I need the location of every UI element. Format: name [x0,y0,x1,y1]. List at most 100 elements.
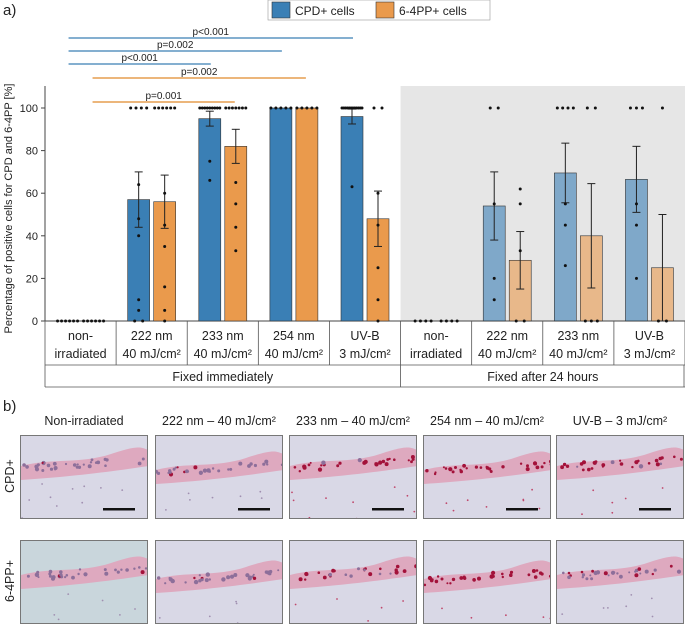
cell-nucleus [658,456,663,461]
cell-nucleus [114,568,117,572]
cell-nucleus [459,468,462,472]
data-point [518,249,522,253]
data-point [518,187,522,191]
cell-nucleus [581,573,586,577]
dermis-cell [208,615,211,618]
dermis-cell [561,613,564,615]
cell-nucleus [51,576,55,581]
data-point [634,223,638,227]
cell-nucleus [357,567,360,571]
dermis-cell [41,483,43,485]
cell-nucleus [526,464,529,468]
cell-nucleus [379,567,382,571]
micrograph-image [289,540,417,624]
cell-nucleus [156,469,158,474]
cell-nucleus [198,579,202,583]
data-point [583,319,587,323]
epidermis-layer [290,447,416,480]
cell-nucleus [591,569,594,573]
bar-cpd-3 [269,107,293,322]
cell-nucleus [639,572,642,575]
bar-cpd-2 [198,118,222,322]
cell-nucleus [137,461,142,466]
data-point [634,202,638,206]
cell-nucleus [321,460,326,465]
cell-nucleus [501,572,504,576]
y-tick-label: 80 [26,146,38,158]
significance-label: p=0.002 [157,40,194,51]
epidermis-layer [156,451,282,484]
cell-nucleus [363,568,366,572]
data-point [595,319,599,323]
dermis-cell [413,510,416,513]
data-point [224,106,228,110]
dermis-cell [505,614,507,617]
cell-nucleus [549,463,550,466]
scale-bar [238,508,270,511]
cell-nucleus [52,461,57,466]
cell-nucleus [208,470,211,473]
cell-nucleus [538,571,543,575]
dermis-cell [292,499,295,502]
legend-swatch [375,1,395,19]
category-label-line1: 254 nm [273,329,315,343]
cell-nucleus [567,571,571,575]
cell-nucleus [603,571,608,576]
bar-chart: 0 20 40 60 80 100 Percentage of positive cells… [3,0,685,388]
dermis-cell [21,517,23,518]
cell-nucleus [77,572,80,576]
category-label-line2: irradiated [410,347,462,361]
cell-nucleus [509,570,514,574]
dermis-cell [158,617,161,619]
cell-nucleus [72,463,77,467]
cell-nucleus [676,569,682,574]
micrograph-image [423,435,551,519]
micrograph-image [155,435,283,519]
data-point [169,106,173,110]
cell-nucleus [198,574,201,577]
cell-nucleus [548,574,550,578]
dermis-cell [441,607,443,610]
data-point [72,319,76,323]
cell-nucleus [103,568,107,572]
cell-nucleus [226,575,231,580]
cell-nucleus [589,574,592,577]
dermis-cell [236,622,239,623]
scale-bar [372,508,404,511]
dermis-cell [625,605,628,608]
data-point [230,106,234,110]
dermis-cell [119,614,121,616]
data-point [640,106,644,110]
data-point [284,106,288,110]
data-point [129,106,133,110]
cell-nucleus [357,458,362,463]
dermis-cell [336,598,338,600]
category-label-line2: 40 mJ/cm² [122,347,180,361]
data-point [218,106,222,110]
cell-nucleus [501,575,504,579]
cell-nucleus [462,575,466,579]
cell-nucleus [64,462,68,466]
cell-nucleus [595,570,601,575]
cell-nucleus [374,462,379,467]
data-point [315,106,319,110]
y-tick-label: 60 [26,188,38,200]
data-point [86,319,90,323]
epidermis-layer [156,560,282,593]
category-label-line2: 3 mJ/cm² [339,347,390,361]
data-point [94,319,98,323]
micrograph-drawing [290,436,416,518]
cell-nucleus [252,576,257,580]
data-point [376,191,380,195]
micrograph-drawing [557,436,683,518]
cell-nucleus [381,459,386,464]
cell-nucleus [580,570,584,574]
cell-nucleus [87,464,92,469]
cell-nucleus [644,569,649,574]
cell-nucleus [548,459,550,464]
micrograph-drawing [156,541,282,623]
dermis-cell [71,488,74,490]
cell-nucleus [249,462,253,466]
cell-nucleus [83,572,88,577]
cell-nucleus [204,578,209,583]
